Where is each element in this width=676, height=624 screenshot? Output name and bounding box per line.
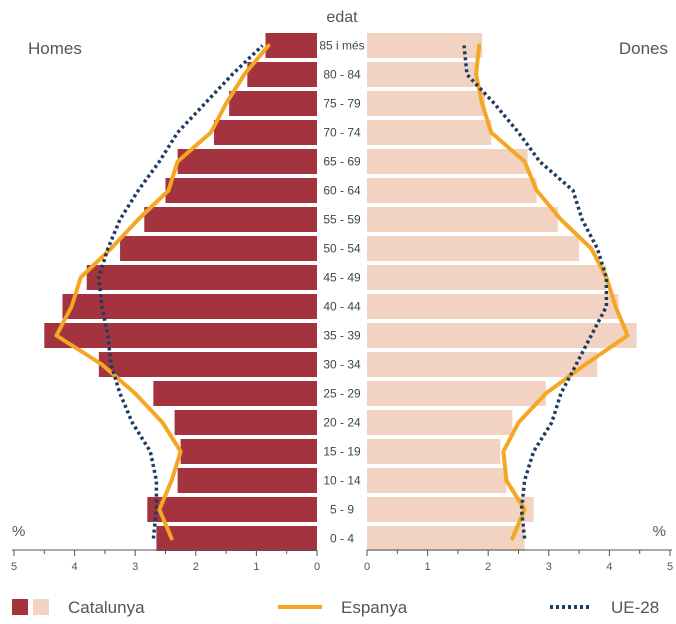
bar-homes-3 [180, 439, 317, 464]
line-espanya-women [474, 43, 630, 541]
bar-homes-15 [229, 91, 317, 116]
age-label-2: 10 - 14 [323, 474, 361, 488]
unit-right: % [653, 523, 666, 540]
bar-dones-8 [367, 294, 619, 319]
bar-homes-4 [174, 410, 317, 435]
bar-homes-11 [144, 207, 317, 232]
tick-label-left-1: 4 [72, 561, 78, 573]
line-ue-28-men [97, 44, 264, 539]
bar-homes-2 [177, 468, 317, 493]
unit-left: % [12, 523, 25, 540]
bar-homes-5 [153, 381, 317, 406]
bar-dones-7 [367, 323, 637, 348]
tick-label-right-0: 0 [364, 561, 370, 573]
bar-dones-17 [367, 33, 483, 58]
bar-homes-17 [265, 33, 317, 58]
tick-label-right-3: 3 [546, 561, 552, 573]
bar-homes-8 [62, 294, 318, 319]
age-label-10: 50 - 54 [323, 242, 361, 256]
tick-label-right-5: 5 [667, 561, 673, 573]
age-label-3: 15 - 19 [323, 445, 361, 459]
tick-label-left-3: 2 [193, 561, 199, 573]
left-side-label: Homes [28, 39, 82, 58]
bar-homes-0 [156, 526, 317, 551]
bar-homes-16 [247, 62, 317, 87]
bar-dones-13 [367, 149, 528, 174]
age-label-12: 60 - 64 [323, 184, 361, 198]
tick-label-left-5: 0 [314, 561, 320, 573]
bar-dones-12 [367, 178, 537, 203]
bar-dones-16 [367, 62, 477, 87]
bar-homes-9 [86, 265, 317, 290]
tick-label-left-2: 3 [132, 561, 138, 573]
bar-dones-10 [367, 236, 580, 261]
bar-dones-0 [367, 526, 525, 551]
tick-label-right-1: 1 [425, 561, 431, 573]
bar-dones-2 [367, 468, 507, 493]
age-label-1: 5 - 9 [330, 503, 354, 517]
bar-homes-10 [120, 236, 317, 261]
age-label-0: 0 - 4 [330, 532, 354, 546]
legend-swatch-catalunya-dones [33, 599, 49, 615]
age-label-8: 40 - 44 [323, 300, 361, 314]
age-label-15: 75 - 79 [323, 97, 361, 111]
legend-label-catalunya: Catalunya [68, 598, 145, 617]
age-label-6: 30 - 34 [323, 358, 361, 372]
right-side-label: Dones [619, 39, 668, 58]
tick-label-right-2: 2 [485, 561, 491, 573]
legend-swatch-catalunya-homes [12, 599, 28, 615]
age-label-7: 35 - 39 [323, 329, 361, 343]
legend-label-ue28: UE-28 [611, 598, 659, 617]
age-label-17: 85 i més [319, 39, 364, 53]
bar-dones-5 [367, 381, 546, 406]
bar-dones-3 [367, 439, 501, 464]
line-ue-28-women [462, 45, 609, 539]
age-label-14: 70 - 74 [323, 126, 361, 140]
age-axis-title: edat [326, 9, 358, 26]
bar-dones-15 [367, 91, 486, 116]
age-label-4: 20 - 24 [323, 416, 361, 430]
legend-label-espanya: Espanya [341, 598, 408, 617]
age-label-5: 25 - 29 [323, 387, 361, 401]
bar-dones-1 [367, 497, 534, 522]
bar-homes-13 [177, 149, 317, 174]
line-espanya-men [54, 43, 271, 541]
age-label-16: 80 - 84 [323, 68, 361, 82]
bar-homes-1 [147, 497, 317, 522]
tick-label-left-0: 5 [11, 561, 17, 573]
bar-homes-6 [98, 352, 317, 377]
bar-dones-6 [367, 352, 598, 377]
bar-dones-14 [367, 120, 492, 145]
bar-dones-11 [367, 207, 558, 232]
bar-dones-4 [367, 410, 513, 435]
bar-homes-7 [44, 323, 318, 348]
age-label-11: 55 - 59 [323, 213, 361, 227]
age-label-9: 45 - 49 [323, 271, 361, 285]
bar-homes-12 [165, 178, 317, 203]
tick-label-right-4: 4 [606, 561, 612, 573]
bar-homes-14 [213, 120, 317, 145]
bar-dones-9 [367, 265, 607, 290]
age-label-13: 65 - 69 [323, 155, 361, 169]
tick-label-left-4: 1 [253, 561, 259, 573]
